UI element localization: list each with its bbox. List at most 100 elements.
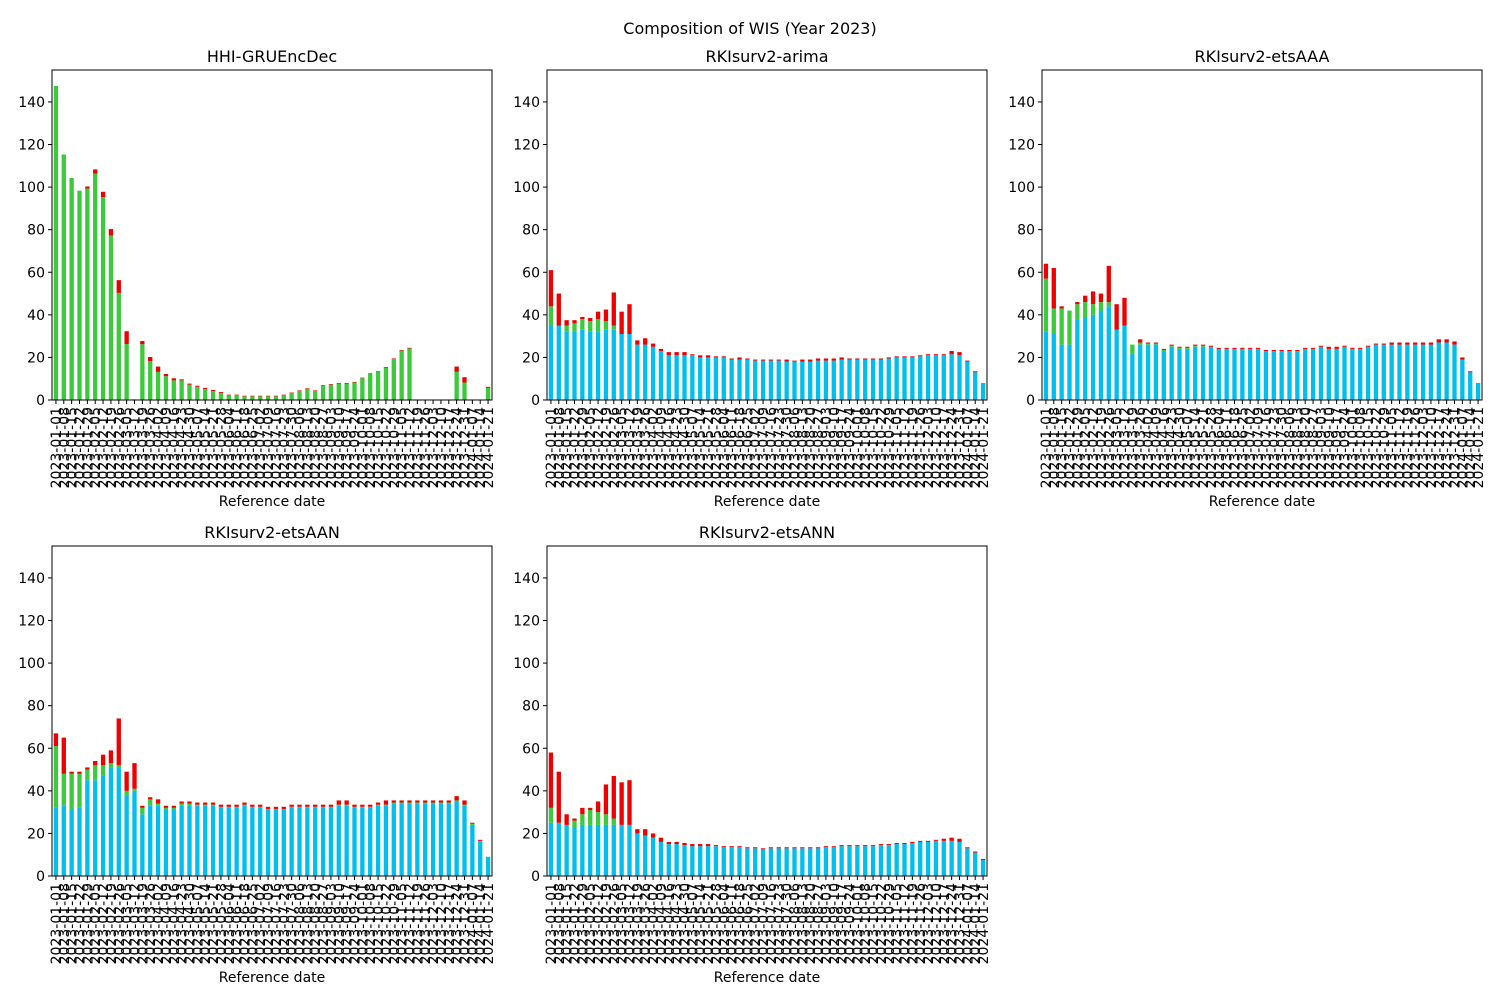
x-tick-label: 2023-08-27 xyxy=(811,407,827,488)
x-tick-label: 2024-01-07 xyxy=(465,883,481,964)
bar-dispersion xyxy=(1051,334,1056,400)
x-tick-label: 2023-11-19 xyxy=(410,883,426,964)
x-tick-label: 2023-03-12 xyxy=(1118,407,1134,488)
bar-underprediction xyxy=(572,323,577,332)
bar-overprediction xyxy=(313,390,318,392)
x-tick-label: 2023-09-10 xyxy=(332,883,348,964)
bar-dispersion xyxy=(1059,344,1064,400)
bar-dispersion xyxy=(1138,344,1143,400)
bar-dispersion xyxy=(187,805,192,876)
y-tick-label: 60 xyxy=(27,265,45,281)
x-tick-label: 2023-11-19 xyxy=(905,407,921,488)
bar-underprediction xyxy=(242,804,247,806)
bars xyxy=(53,85,491,400)
x-tick-label: 2023-06-18 xyxy=(1228,407,1244,488)
y-tick-label: 0 xyxy=(531,869,540,885)
bar-dispersion xyxy=(1208,346,1214,400)
x-tick-label: 2023-02-19 xyxy=(599,883,615,964)
bar-overprediction xyxy=(218,804,224,807)
bar-dispersion xyxy=(753,848,758,876)
x-tick-label: 2023-12-10 xyxy=(1424,407,1440,488)
bar-overprediction xyxy=(320,804,326,807)
bar-overprediction xyxy=(588,807,593,810)
bar-dispersion xyxy=(1043,331,1049,400)
bar-overprediction xyxy=(328,384,334,385)
x-tick-label: 2023-01-29 xyxy=(1070,407,1086,488)
bar-overprediction xyxy=(430,800,436,803)
bar-overprediction xyxy=(250,395,255,397)
x-tick-label: 2023-10-08 xyxy=(363,883,379,964)
bar-overprediction xyxy=(753,359,758,361)
x-tick-label: 2023-07-09 xyxy=(1251,407,1267,488)
bar-dispersion xyxy=(855,359,860,400)
x-tick-label: 2023-10-15 xyxy=(371,407,387,488)
x-tick-label: 2024-01-14 xyxy=(968,883,984,964)
bar-dispersion xyxy=(784,848,789,876)
bar-dispersion xyxy=(894,844,899,876)
bar-dispersion xyxy=(470,824,475,876)
x-tick-label: 2023-08-13 xyxy=(795,883,811,964)
x-axis-label: Reference date xyxy=(219,970,326,986)
bar-overprediction xyxy=(383,367,389,368)
bar-underprediction xyxy=(352,382,357,400)
bar-overprediction xyxy=(666,841,671,845)
x-tick-label: 2023-09-24 xyxy=(1338,407,1354,488)
bar-overprediction xyxy=(705,844,711,847)
bar-overprediction xyxy=(407,347,412,349)
bar-overprediction xyxy=(776,359,781,361)
bar-overprediction xyxy=(462,800,467,805)
bar-overprediction xyxy=(187,383,192,385)
bar-dispersion xyxy=(1271,351,1276,400)
bar-overprediction xyxy=(619,311,624,334)
x-axis-label: Reference date xyxy=(1209,494,1316,510)
x-tick-label: 2023-11-19 xyxy=(905,883,921,964)
bar-dispersion xyxy=(870,359,876,400)
bar-dispersion xyxy=(391,803,396,876)
bar-overprediction xyxy=(454,796,459,801)
bar-overprediction xyxy=(1420,342,1426,345)
x-tick-label: 2023-04-16 xyxy=(167,407,183,488)
bar-dispersion xyxy=(650,837,656,876)
x-tick-label: 2023-09-10 xyxy=(827,883,843,964)
x-tick-label: 2023-04-23 xyxy=(175,883,191,964)
x-tick-label: 2023-01-08 xyxy=(57,883,73,964)
bar-dispersion xyxy=(595,824,601,876)
bar-dispersion xyxy=(588,824,593,876)
bar-overprediction xyxy=(674,352,679,356)
x-tick-label: 2023-07-02 xyxy=(253,883,269,964)
bar-overprediction xyxy=(690,354,695,356)
bar-overprediction xyxy=(1460,357,1465,360)
bar-overprediction xyxy=(886,844,891,846)
x-tick-label: 2023-06-25 xyxy=(1235,407,1251,488)
x-tick-label: 2023-11-26 xyxy=(913,407,929,488)
bar-overprediction xyxy=(1358,347,1363,349)
bar-dispersion xyxy=(941,355,946,400)
bar-dispersion xyxy=(878,359,884,400)
bar-dispersion xyxy=(360,807,365,876)
bar-overprediction xyxy=(1177,346,1182,348)
bar-dispersion xyxy=(1067,344,1072,400)
bar-dispersion xyxy=(1420,344,1426,400)
bar-dispersion xyxy=(1200,346,1206,400)
bar-underprediction xyxy=(234,395,239,400)
x-tick-label: 2023-05-21 xyxy=(206,883,222,964)
bar-overprediction xyxy=(863,845,868,847)
bar-overprediction xyxy=(1318,345,1324,347)
x-tick-label: 2023-05-28 xyxy=(1204,407,1220,488)
bar-overprediction xyxy=(713,845,719,847)
x-tick-label: 2023-05-28 xyxy=(709,407,725,488)
bar-overprediction xyxy=(140,805,145,808)
x-tick-label: 2023-10-08 xyxy=(1353,407,1369,488)
bar-dispersion xyxy=(1279,351,1284,400)
x-tick-label: 2023-06-25 xyxy=(740,407,756,488)
x-tick-label: 2023-12-31 xyxy=(1448,407,1464,488)
x-tick-label: 2023-12-10 xyxy=(434,407,450,488)
bar-dispersion xyxy=(1405,344,1410,400)
x-tick-label: 2023-01-01 xyxy=(49,883,65,964)
x-tick-label: 2023-05-21 xyxy=(701,407,717,488)
bar-dispersion xyxy=(572,331,577,400)
bar-overprediction xyxy=(918,355,923,357)
x-tick-label: 2023-10-29 xyxy=(1377,407,1393,488)
bar-dispersion xyxy=(1444,342,1449,400)
bar-overprediction xyxy=(721,356,726,358)
